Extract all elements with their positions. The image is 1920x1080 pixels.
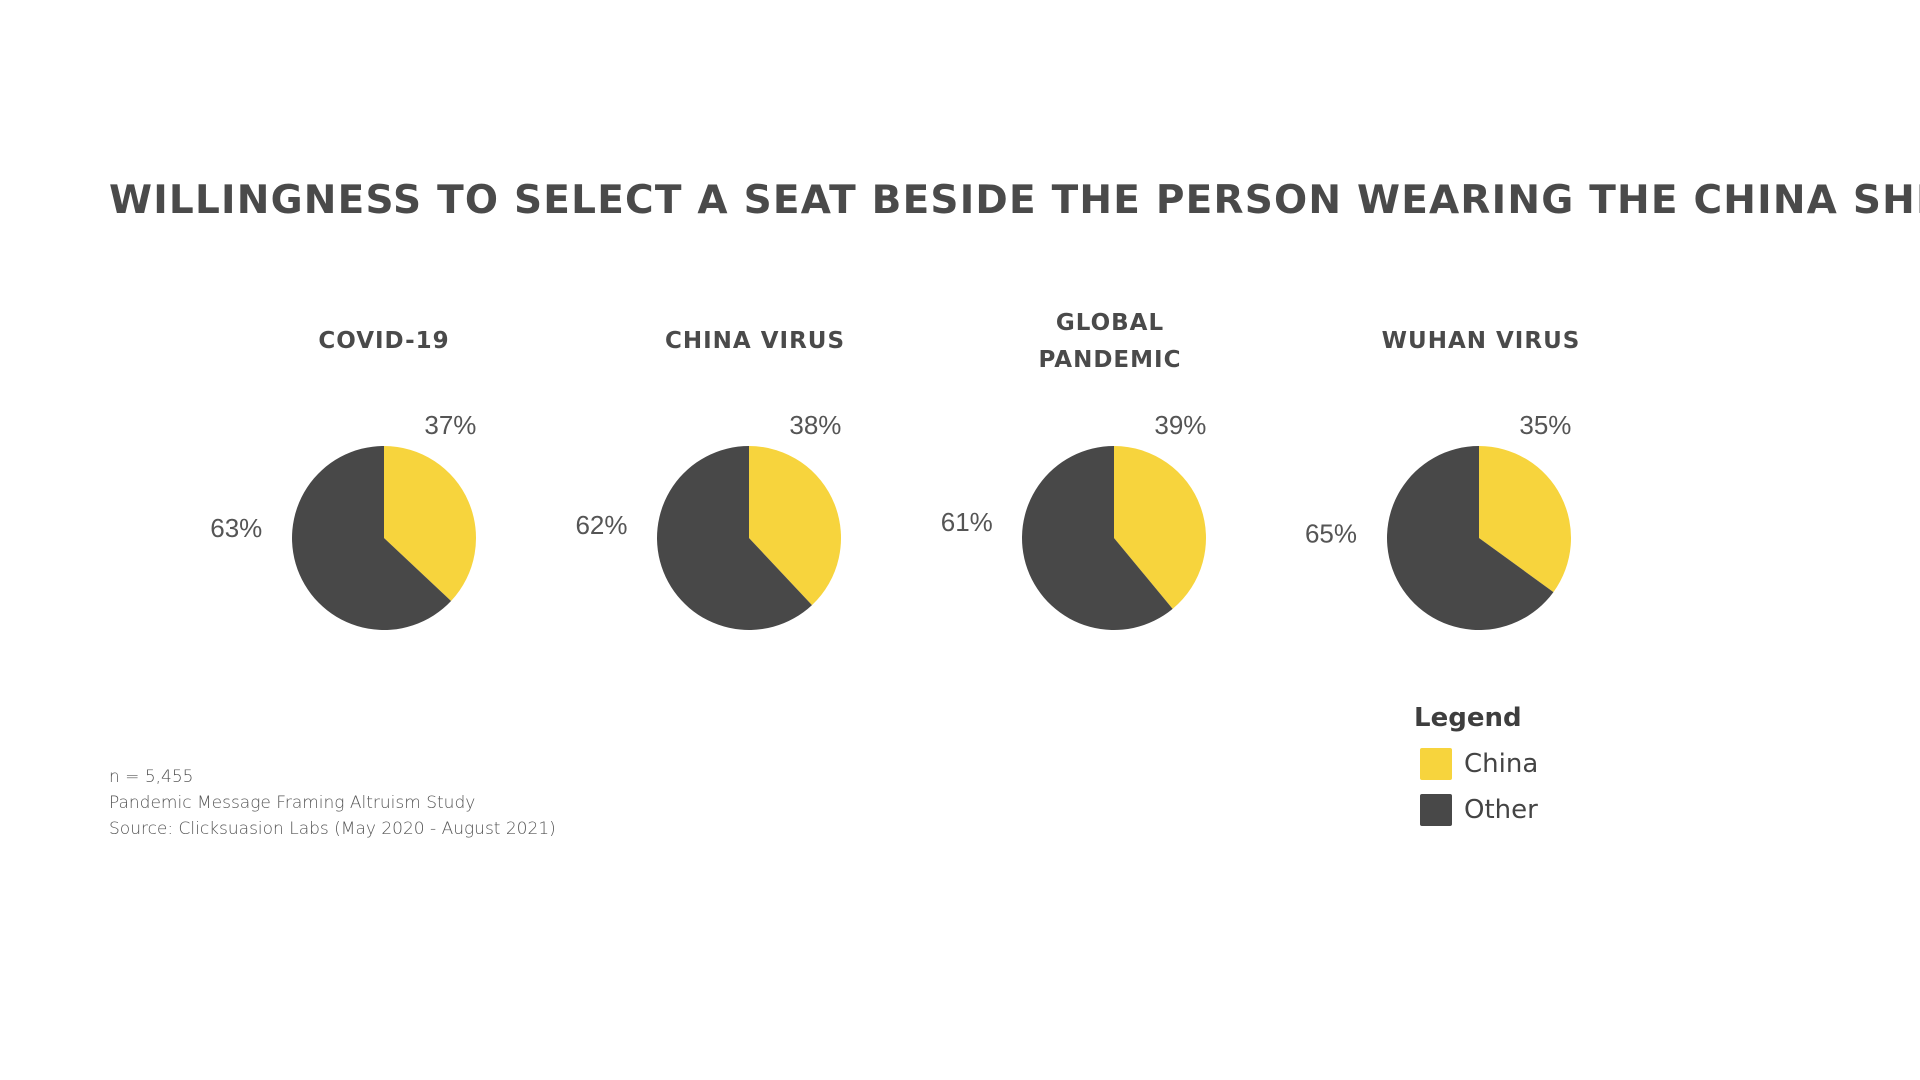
pie-title-line-1: GLOBAL [1055, 310, 1165, 336]
pie-slice-other [657, 446, 812, 630]
legend-label-china: China [1464, 749, 1539, 779]
sample-size: n = 5,455 [109, 767, 194, 787]
pie-china-virus: 38% 62% [575, 410, 841, 630]
pie-slice-china [384, 446, 477, 601]
legend-label-other: Other [1464, 795, 1538, 825]
pie-data-label-china: 38% [789, 410, 841, 440]
pie-data-label-other: 63% [210, 513, 262, 543]
legend-title: Legend [1414, 703, 1522, 733]
pie-title-covid19: COVID-19 [234, 323, 534, 360]
pie-title-wuhan-virus: WUHAN VIRUS [1331, 323, 1631, 360]
pie-title-text: COVID-19 [318, 328, 450, 354]
legend-swatch-china [1420, 748, 1452, 780]
pie-slice-other [1387, 446, 1554, 630]
pie-covid-19: 37% 63% [210, 410, 476, 630]
pie-data-label-china: 35% [1519, 410, 1571, 440]
pie-data-label-china: 39% [1154, 410, 1206, 440]
pie-title-global-pandemic: GLOBAL PANDEMIC [960, 305, 1260, 379]
pie-title-line-2: PANDEMIC [1038, 347, 1182, 373]
pie-data-label-other: 62% [575, 510, 627, 540]
legend-item-china: China [1414, 741, 1538, 787]
source-note: Source: Clicksuasion Labs (May 2020 - Au… [109, 819, 556, 839]
pie-slice-other [1022, 446, 1173, 630]
pie-slice-other [292, 446, 452, 630]
page-title: WILLINGNESS TO SELECT A SEAT BESIDE THE … [109, 178, 1920, 223]
footnote: n = 5,455 Pandemic Message Framing Altru… [109, 764, 556, 842]
pie-slice-china [1479, 446, 1572, 593]
pie-data-label-other: 61% [941, 507, 993, 537]
pie-title-text: CHINA VIRUS [664, 328, 846, 354]
pie-global-pandemic: 39% 61% [941, 410, 1207, 630]
pie-data-label-other: 65% [1305, 519, 1357, 549]
legend: Legend China Other [1414, 703, 1538, 833]
pie-title-china-virus: CHINA VIRUS [605, 323, 905, 360]
pie-title-text: WUHAN VIRUS [1381, 328, 1581, 354]
legend-swatch-other [1420, 794, 1452, 826]
study-name: Pandemic Message Framing Altruism Study [109, 793, 476, 813]
pie-slice-china [749, 445, 842, 606]
pie-data-label-china: 37% [424, 410, 476, 440]
pie-slice-china [1114, 446, 1207, 609]
legend-item-other: Other [1414, 787, 1538, 833]
pie-wuhan-virus: 35% 65% [1305, 410, 1571, 630]
